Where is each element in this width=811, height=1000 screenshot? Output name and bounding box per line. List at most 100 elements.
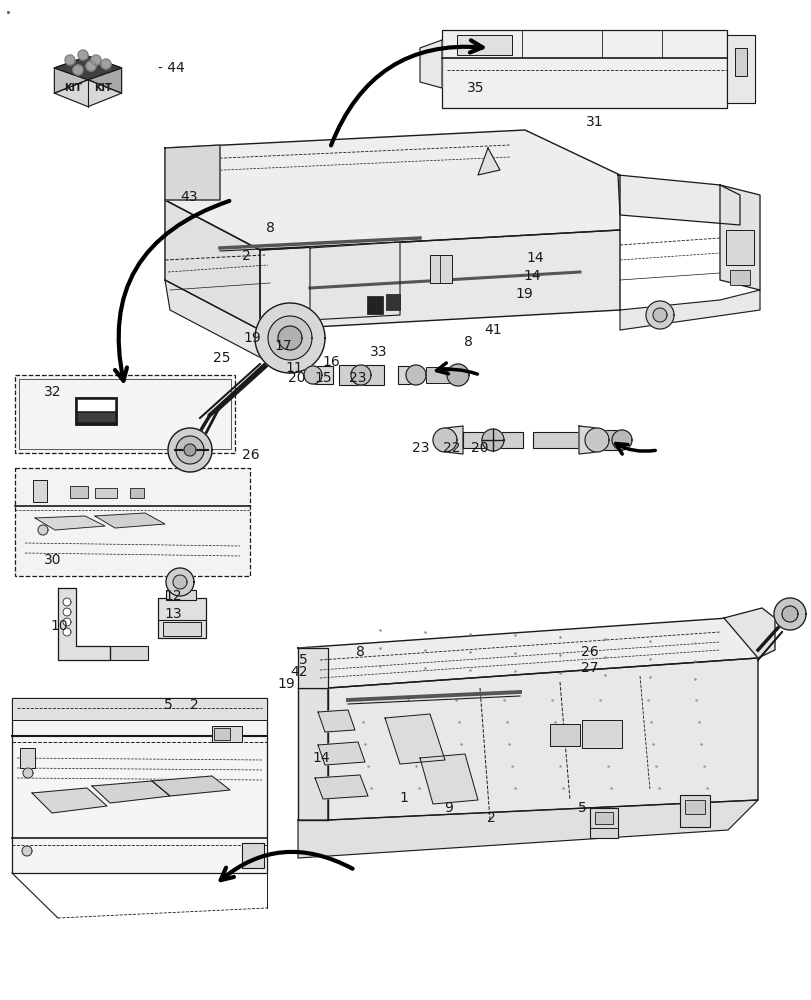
- Polygon shape: [63, 618, 71, 626]
- Text: 8: 8: [464, 335, 473, 349]
- Text: 2: 2: [190, 698, 199, 712]
- Polygon shape: [88, 56, 122, 93]
- Bar: [725, 230, 753, 265]
- Bar: [338, 365, 384, 385]
- Text: 30: 30: [44, 553, 62, 567]
- Bar: [729, 270, 749, 285]
- FancyArrowPatch shape: [221, 852, 352, 880]
- Bar: [19, 379, 230, 449]
- Bar: [532, 432, 587, 448]
- Bar: [549, 724, 579, 746]
- Text: 17: 17: [274, 339, 292, 353]
- Bar: [242, 843, 264, 868]
- Polygon shape: [384, 714, 444, 764]
- Text: KIT: KIT: [64, 83, 82, 93]
- Text: 10: 10: [50, 619, 68, 633]
- Bar: [590, 808, 617, 838]
- Polygon shape: [617, 175, 739, 225]
- Text: 42: 42: [290, 665, 308, 679]
- Text: 12: 12: [165, 589, 182, 603]
- Polygon shape: [419, 40, 441, 88]
- Text: 9: 9: [444, 801, 453, 815]
- Text: 25: 25: [212, 351, 230, 365]
- Polygon shape: [32, 788, 107, 813]
- Polygon shape: [58, 588, 109, 660]
- Text: 31: 31: [586, 115, 603, 129]
- Bar: [596, 430, 621, 450]
- Polygon shape: [620, 290, 759, 330]
- Polygon shape: [646, 301, 673, 329]
- Polygon shape: [432, 428, 457, 452]
- Text: 8: 8: [266, 221, 275, 235]
- Bar: [109, 646, 148, 660]
- Bar: [130, 488, 144, 498]
- Bar: [70, 486, 88, 498]
- Polygon shape: [303, 366, 322, 384]
- Polygon shape: [726, 35, 754, 103]
- Text: 23: 23: [349, 371, 367, 385]
- Bar: [77, 399, 115, 411]
- Text: 5: 5: [164, 698, 173, 712]
- Text: 19: 19: [515, 287, 533, 301]
- Polygon shape: [328, 658, 757, 820]
- Polygon shape: [165, 145, 220, 200]
- Text: 14: 14: [312, 751, 330, 765]
- Text: 15: 15: [314, 371, 332, 385]
- Bar: [12, 698, 267, 873]
- Bar: [385, 294, 400, 310]
- Bar: [441, 30, 726, 108]
- Polygon shape: [419, 754, 478, 804]
- Polygon shape: [65, 55, 75, 65]
- Text: 23: 23: [412, 441, 430, 455]
- Text: 11: 11: [285, 361, 303, 375]
- Bar: [312, 366, 333, 384]
- Bar: [462, 432, 522, 448]
- Polygon shape: [584, 428, 608, 452]
- Text: 5: 5: [298, 653, 307, 667]
- Bar: [20, 748, 35, 768]
- Polygon shape: [35, 516, 105, 530]
- Polygon shape: [54, 80, 122, 107]
- Polygon shape: [91, 55, 101, 65]
- Polygon shape: [165, 568, 194, 596]
- Text: 19: 19: [277, 677, 295, 691]
- Bar: [95, 488, 117, 498]
- Bar: [581, 720, 621, 748]
- Bar: [679, 795, 709, 827]
- Polygon shape: [184, 444, 195, 456]
- Polygon shape: [165, 280, 264, 360]
- Polygon shape: [168, 428, 212, 472]
- Polygon shape: [444, 426, 462, 454]
- Polygon shape: [277, 326, 302, 350]
- FancyArrowPatch shape: [615, 444, 654, 454]
- Polygon shape: [478, 148, 500, 175]
- Text: 26: 26: [581, 645, 599, 659]
- Polygon shape: [350, 365, 371, 385]
- Text: 1: 1: [399, 791, 408, 805]
- Polygon shape: [318, 742, 365, 765]
- Bar: [734, 48, 746, 76]
- Polygon shape: [63, 628, 71, 636]
- Text: 13: 13: [165, 607, 182, 621]
- Text: 5: 5: [577, 801, 586, 815]
- Text: 16: 16: [322, 355, 340, 369]
- Polygon shape: [101, 59, 111, 69]
- Text: 32: 32: [44, 385, 62, 399]
- Text: 41: 41: [484, 323, 502, 337]
- FancyArrowPatch shape: [436, 363, 477, 374]
- Polygon shape: [63, 608, 71, 616]
- Text: KIT: KIT: [94, 83, 111, 93]
- Polygon shape: [38, 525, 48, 535]
- Polygon shape: [447, 364, 469, 386]
- Polygon shape: [95, 513, 165, 528]
- Bar: [214, 728, 230, 740]
- Text: 35: 35: [466, 81, 484, 95]
- Text: 2: 2: [487, 811, 496, 825]
- FancyArrowPatch shape: [115, 201, 229, 381]
- Text: 43: 43: [180, 190, 198, 204]
- Polygon shape: [298, 648, 328, 688]
- Bar: [426, 367, 456, 383]
- Text: 20: 20: [470, 441, 488, 455]
- Polygon shape: [315, 775, 367, 799]
- Polygon shape: [268, 316, 311, 360]
